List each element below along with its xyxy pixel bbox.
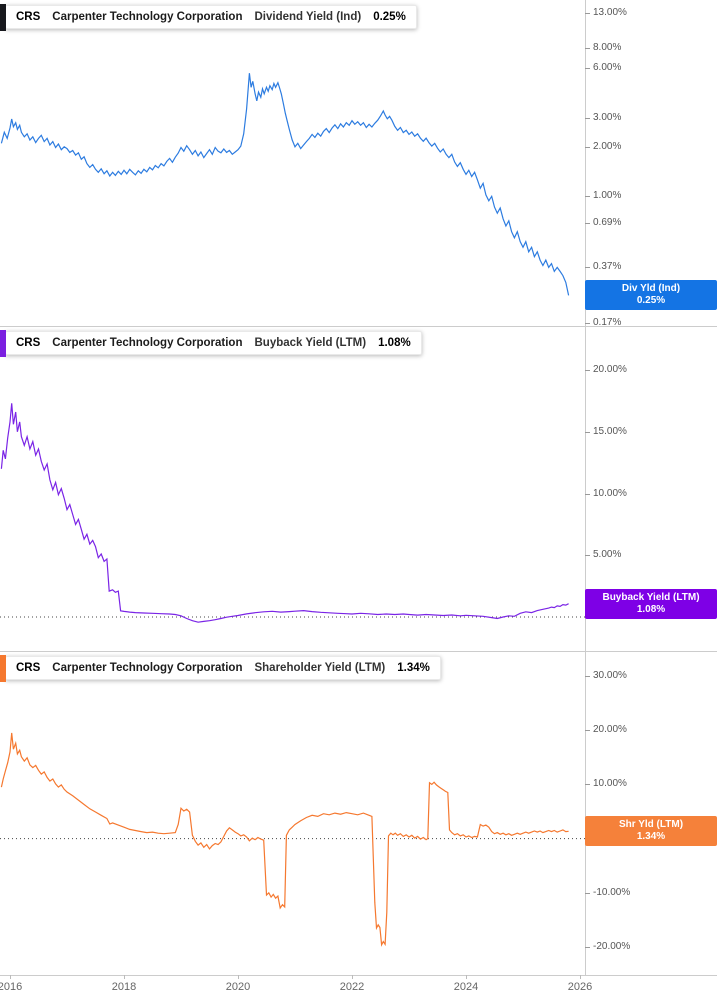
y-axis-tick-label: 0.69% bbox=[593, 217, 622, 228]
legend-metric: Shareholder Yield (LTM) bbox=[254, 662, 386, 674]
y-axis-tick-mark bbox=[585, 947, 590, 948]
series-color-strip[interactable] bbox=[0, 4, 6, 31]
series-line bbox=[0, 403, 569, 623]
x-axis-tick-mark bbox=[580, 975, 581, 979]
y-axis-tick-mark bbox=[585, 48, 590, 49]
y-axis-tick-mark bbox=[585, 893, 590, 894]
y-axis-tick-label: 20.00% bbox=[593, 724, 627, 735]
y-axis-tick-mark bbox=[585, 13, 590, 14]
x-axis-label: 2020 bbox=[225, 981, 251, 993]
price-flag: Shr Yld (LTM) 1.34% bbox=[585, 816, 717, 846]
x-axis-label: 2018 bbox=[111, 981, 137, 993]
y-axis-tick-label: 6.00% bbox=[593, 62, 622, 73]
x-axis-label: 2022 bbox=[339, 981, 365, 993]
y-axis-tick-label: 30.00% bbox=[593, 670, 627, 681]
plot-area[interactable] bbox=[0, 651, 586, 975]
y-axis-tick-mark bbox=[585, 784, 590, 785]
y-axis-tick-mark bbox=[585, 494, 590, 495]
y-axis-tick-label: 0.17% bbox=[593, 317, 622, 328]
panel-dividend-yield: CRS Carpenter Technology Corporation Div… bbox=[0, 0, 717, 328]
y-axis-tick-label: 5.00% bbox=[593, 549, 622, 560]
flag-metric: Div Yld (Ind) bbox=[621, 283, 681, 294]
y-axis-line bbox=[585, 0, 586, 975]
legend-box[interactable]: CRS Carpenter Technology Corporation Sha… bbox=[5, 656, 441, 680]
x-axis-tick-mark bbox=[466, 975, 467, 979]
x-axis-line bbox=[0, 975, 717, 976]
flag-value: 0.25% bbox=[636, 295, 666, 306]
legend-company: Carpenter Technology Corporation bbox=[52, 662, 243, 674]
y-axis-tick-label: 15.00% bbox=[593, 426, 627, 437]
legend-value: 1.34% bbox=[397, 662, 430, 674]
x-axis-label: 2016 bbox=[0, 981, 23, 993]
legend-metric: Dividend Yield (Ind) bbox=[254, 11, 362, 23]
x-axis-tick-mark bbox=[124, 975, 125, 979]
y-axis-tick-label: 0.37% bbox=[593, 261, 622, 272]
flag-metric: Buyback Yield (LTM) bbox=[602, 592, 700, 603]
x-axis-label: 2026 bbox=[567, 981, 593, 993]
panel-divider bbox=[0, 651, 717, 652]
flag-metric: Shr Yld (LTM) bbox=[618, 819, 684, 830]
y-axis-tick-mark bbox=[585, 730, 590, 731]
plot-area[interactable] bbox=[0, 0, 586, 326]
x-axis-tick-mark bbox=[352, 975, 353, 979]
price-flag: Buyback Yield (LTM) 1.08% bbox=[585, 589, 717, 619]
y-axis-tick-mark bbox=[585, 370, 590, 371]
legend-metric: Buyback Yield (LTM) bbox=[254, 337, 367, 349]
series-line bbox=[0, 73, 570, 296]
flag-value: 1.08% bbox=[636, 604, 666, 615]
y-axis-tick-label: -20.00% bbox=[593, 941, 631, 952]
series-color-strip[interactable] bbox=[0, 655, 6, 682]
plot-area[interactable] bbox=[0, 326, 586, 651]
y-axis-tick-mark bbox=[585, 118, 590, 119]
y-axis-tick-mark bbox=[585, 323, 590, 324]
legend-ticker: CRS bbox=[16, 337, 41, 349]
y-axis-tick-mark bbox=[585, 147, 590, 148]
x-axis-tick-mark bbox=[238, 975, 239, 979]
panel-buyback-yield: CRS Carpenter Technology Corporation Buy… bbox=[0, 326, 717, 651]
legend-company: Carpenter Technology Corporation bbox=[52, 337, 243, 349]
y-axis-tick-mark bbox=[585, 267, 590, 268]
legend-value: 0.25% bbox=[373, 11, 406, 23]
y-axis-tick-mark bbox=[585, 223, 590, 224]
legend-ticker: CRS bbox=[16, 11, 41, 23]
legend-ticker: CRS bbox=[16, 662, 41, 674]
panel-shareholder-yield: CRS Carpenter Technology Corporation Sha… bbox=[0, 651, 717, 975]
y-axis-tick-label: -10.00% bbox=[593, 887, 631, 898]
y-axis-tick-label: 10.00% bbox=[593, 488, 627, 499]
y-axis-tick-mark bbox=[585, 68, 590, 69]
y-axis-tick-label: 13.00% bbox=[593, 7, 627, 18]
x-axis-tick-mark bbox=[10, 975, 11, 979]
y-axis-tick-label: 2.00% bbox=[593, 141, 622, 152]
series-color-strip[interactable] bbox=[0, 330, 6, 357]
legend-value: 1.08% bbox=[378, 337, 411, 349]
y-axis-tick-label: 3.00% bbox=[593, 112, 622, 123]
y-axis-tick-mark bbox=[585, 676, 590, 677]
legend-company: Carpenter Technology Corporation bbox=[52, 11, 243, 23]
y-axis-tick-label: 10.00% bbox=[593, 778, 627, 789]
legend-box[interactable]: CRS Carpenter Technology Corporation Div… bbox=[5, 5, 417, 29]
price-flag: Div Yld (Ind) 0.25% bbox=[585, 280, 717, 310]
y-axis-tick-mark bbox=[585, 432, 590, 433]
legend-box[interactable]: CRS Carpenter Technology Corporation Buy… bbox=[5, 331, 422, 355]
panel-divider bbox=[0, 326, 717, 327]
y-axis-tick-mark bbox=[585, 196, 590, 197]
y-axis-tick-label: 1.00% bbox=[593, 190, 622, 201]
series-line bbox=[0, 732, 569, 947]
y-axis-tick-label: 20.00% bbox=[593, 364, 627, 375]
y-axis-tick-label: 8.00% bbox=[593, 42, 622, 53]
y-axis-tick-mark bbox=[585, 555, 590, 556]
flag-value: 1.34% bbox=[636, 831, 666, 842]
x-axis-label: 2024 bbox=[453, 981, 479, 993]
